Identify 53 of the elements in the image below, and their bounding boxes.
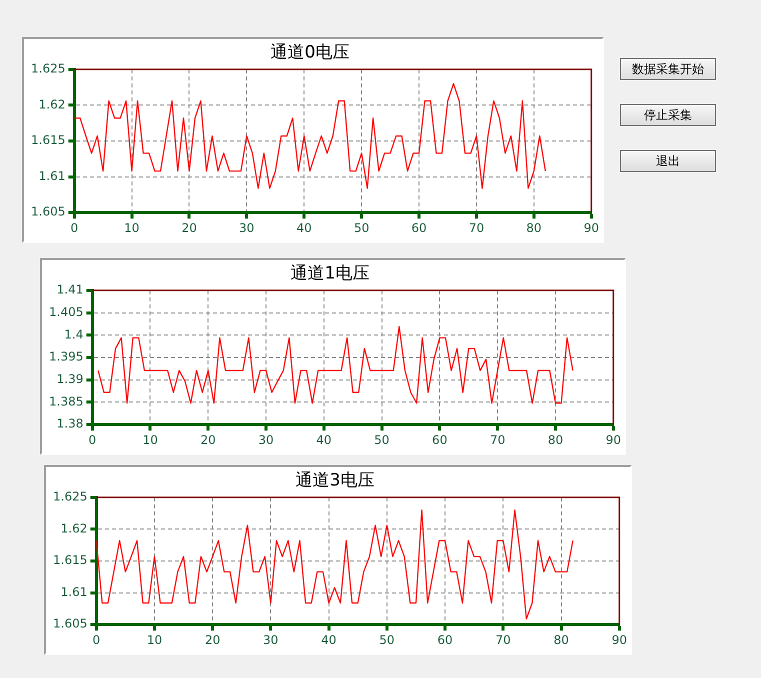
y-tick-label: 1.615 <box>30 133 66 148</box>
x-tick-label: 0 <box>70 220 78 235</box>
y-tick-label: 1.4 <box>64 327 84 342</box>
x-tick-label: 20 <box>182 220 197 235</box>
x-tick-label: 90 <box>612 632 628 647</box>
x-tick-label: 30 <box>263 632 278 647</box>
x-tick-label: 70 <box>468 220 484 235</box>
y-tick-label: 1.61 <box>38 168 66 183</box>
x-tick-label: 70 <box>490 432 506 447</box>
x-tick-label: 40 <box>296 220 312 235</box>
y-tick-label: 1.39 <box>56 372 84 386</box>
text: 停止采集 <box>620 104 716 126</box>
x-tick-label: 60 <box>411 220 427 235</box>
x-tick-label: 20 <box>200 432 216 447</box>
y-tick-label: 1.385 <box>48 394 84 408</box>
y-tick-label: 1.615 <box>52 553 88 568</box>
y-tick-label: 1.625 <box>52 490 88 504</box>
y-tick-label: 1.41 <box>56 282 84 297</box>
x-tick-label: 80 <box>548 432 564 447</box>
x-tick-label: 0 <box>88 432 96 447</box>
x-tick-label: 80 <box>554 632 569 647</box>
y-tick-label: 1.605 <box>30 204 66 219</box>
chart-title: 通道3电压 <box>296 470 374 491</box>
x-tick-label: 10 <box>142 432 158 447</box>
y-tick-label: 1.61 <box>60 584 88 599</box>
x-tick-label: 10 <box>146 632 162 647</box>
y-tick-label: 1.605 <box>52 616 88 631</box>
y-tick-label: 1.38 <box>56 416 84 431</box>
x-tick-label: 80 <box>526 220 542 235</box>
x-tick-label: 30 <box>258 432 274 447</box>
text: 数据采集开始 <box>620 58 716 80</box>
x-tick-label: 60 <box>432 432 448 447</box>
x-tick-label: 50 <box>354 220 370 235</box>
x-tick-label: 10 <box>124 220 140 235</box>
text: 退出 <box>620 150 716 172</box>
chart-title: 通道1电压 <box>290 264 370 284</box>
x-tick-label: 50 <box>374 432 390 447</box>
y-tick-label: 1.625 <box>30 62 66 76</box>
x-tick-label: 50 <box>379 632 395 647</box>
x-tick-label: 90 <box>584 220 600 235</box>
x-tick-label: 60 <box>437 632 453 647</box>
x-tick-label: 70 <box>496 632 511 647</box>
chart-title: 通道0电压 <box>270 42 350 63</box>
y-tick-label: 1.62 <box>60 521 88 536</box>
y-tick-label: 1.395 <box>48 350 84 364</box>
x-tick-label: 90 <box>606 432 622 447</box>
x-tick-label: 30 <box>239 220 254 235</box>
x-tick-label: 20 <box>204 632 220 647</box>
y-tick-label: 1.62 <box>38 97 66 112</box>
x-tick-label: 0 <box>92 632 100 647</box>
y-tick-label: 1.405 <box>48 304 84 319</box>
x-tick-label: 40 <box>321 632 336 647</box>
x-tick-label: 40 <box>316 432 332 447</box>
